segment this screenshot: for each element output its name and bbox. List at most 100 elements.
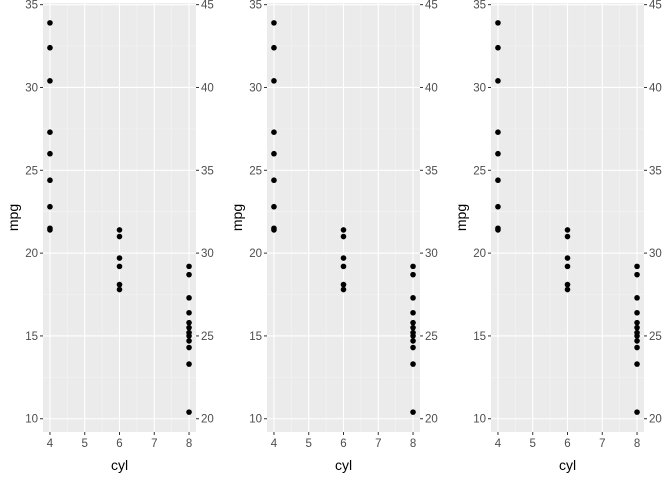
data-point [634, 344, 640, 351]
data-point [47, 78, 53, 84]
data-point [116, 255, 123, 261]
data-point [271, 44, 277, 51]
data-point [634, 409, 640, 415]
data-point [186, 361, 192, 367]
data-point [271, 20, 277, 26]
y-tick-label: 10 [25, 414, 38, 426]
data-point [186, 344, 192, 351]
data-point [564, 255, 571, 261]
x-tick-label: 8 [634, 438, 640, 450]
y-tick-label: 25 [473, 165, 486, 177]
data-point [47, 150, 53, 157]
data-point [271, 129, 277, 135]
data-point [634, 338, 640, 344]
y2-tick-label: 35 [201, 165, 214, 177]
data-point [186, 319, 192, 326]
data-point [340, 227, 347, 233]
data-point [47, 177, 53, 184]
x-tick-label: 6 [564, 438, 570, 450]
data-point [340, 286, 347, 293]
data-point [564, 263, 571, 270]
data-point [634, 309, 640, 316]
data-point [116, 281, 123, 288]
data-point [495, 177, 501, 184]
data-point [495, 150, 501, 157]
data-point [410, 271, 416, 278]
data-point [410, 295, 416, 301]
y2-tick-label: 40 [649, 82, 662, 94]
data-point [47, 20, 53, 26]
x-tick-label: 6 [340, 438, 346, 450]
data-point [634, 361, 640, 367]
data-point [634, 263, 640, 270]
x-tick-label: 8 [410, 438, 416, 450]
y2-tick-label: 45 [649, 0, 662, 12]
y-tick-label: 20 [473, 248, 486, 260]
y-tick-label: 30 [249, 82, 262, 94]
data-point [186, 271, 192, 278]
y2-tick-label: 30 [649, 248, 662, 260]
y2-tick-label: 20 [425, 414, 438, 426]
y-axis-title: mpg [453, 204, 469, 231]
data-point [564, 281, 571, 288]
data-point [495, 227, 501, 233]
data-point [116, 227, 123, 233]
data-point [271, 227, 277, 233]
x-tick-label: 4 [47, 438, 54, 450]
data-point [634, 295, 640, 301]
y2-tick-label: 30 [425, 248, 438, 260]
data-point [564, 227, 571, 233]
y-tick-label: 20 [249, 248, 262, 260]
data-point [340, 281, 347, 288]
x-tick-label: 5 [306, 438, 312, 450]
x-tick-label: 4 [495, 438, 502, 450]
y2-tick-label: 40 [201, 82, 214, 94]
y-tick-label: 35 [249, 0, 262, 12]
x-tick-label: 4 [271, 438, 278, 450]
data-point [116, 233, 123, 240]
data-point [634, 319, 640, 326]
y-tick-label: 30 [473, 82, 486, 94]
y2-tick-label: 20 [649, 414, 662, 426]
y2-tick-label: 30 [201, 248, 214, 260]
data-point [186, 333, 192, 339]
data-point [410, 309, 416, 316]
data-point [186, 338, 192, 344]
data-point [271, 78, 277, 84]
data-point [634, 271, 640, 278]
y-tick-label: 15 [473, 331, 486, 343]
data-point [495, 203, 501, 210]
data-point [410, 409, 416, 415]
y2-tick-label: 25 [425, 331, 438, 343]
y-tick-label: 25 [25, 165, 38, 177]
data-point [495, 78, 501, 84]
y-axis-title: mpg [229, 204, 245, 231]
data-point [634, 324, 640, 331]
data-point [410, 319, 416, 326]
data-point [564, 286, 571, 293]
y-tick-label: 35 [473, 0, 486, 12]
y2-tick-label: 45 [201, 0, 214, 12]
y-tick-label: 15 [25, 331, 38, 343]
data-point [410, 344, 416, 351]
data-point [271, 203, 277, 210]
data-point [47, 44, 53, 51]
x-tick-label: 7 [599, 438, 605, 450]
data-point [340, 263, 347, 270]
data-point [410, 324, 416, 331]
data-point [634, 333, 640, 339]
data-point [186, 295, 192, 301]
x-tick-label: 7 [375, 438, 381, 450]
y-tick-label: 15 [249, 331, 262, 343]
data-point [116, 286, 123, 293]
data-point [271, 150, 277, 157]
data-point [271, 177, 277, 184]
data-point [564, 233, 571, 240]
y2-tick-label: 25 [201, 331, 214, 343]
data-point [47, 129, 53, 135]
x-tick-label: 5 [530, 438, 536, 450]
